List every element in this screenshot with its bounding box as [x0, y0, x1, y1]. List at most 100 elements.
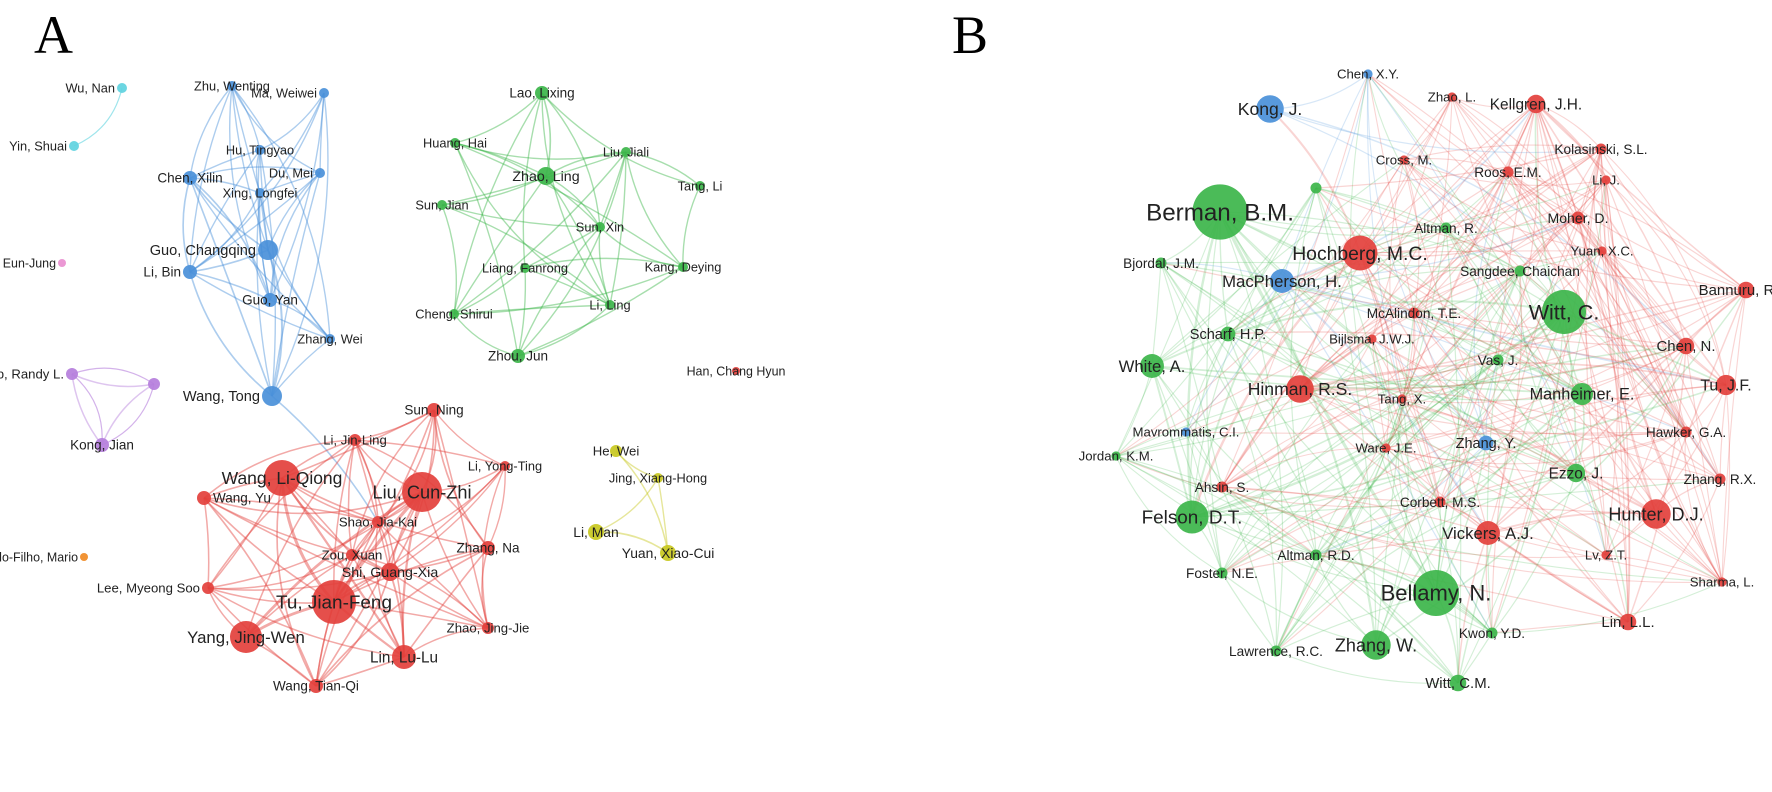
net-b-node-jordan-k-m[interactable]: [1111, 451, 1121, 461]
net-a-node-li-ling[interactable]: [605, 300, 615, 310]
net-a-node-ma-weiwei[interactable]: [319, 88, 329, 98]
net-b-node-manheimer-e[interactable]: [1570, 382, 1594, 406]
net-a-node-zou-xuan[interactable]: [346, 549, 358, 561]
net-a-node-wang-li-qiong[interactable]: [264, 460, 300, 496]
net-b-node-hawker-g-a[interactable]: [1680, 426, 1692, 438]
net-b-node-foster-n-e[interactable]: [1216, 567, 1228, 579]
net-b-node-li-j[interactable]: [1601, 175, 1611, 185]
net-b-node-roos-e-m[interactable]: [1502, 166, 1514, 178]
net-a-node-zhang-wei[interactable]: [325, 334, 335, 344]
net-a-node-jing-xiang-hong[interactable]: [653, 473, 663, 483]
net-a-node-kong-jian[interactable]: [95, 438, 109, 452]
net-a-node-li-bin[interactable]: [183, 265, 197, 279]
net-a-node-li-jin-ling[interactable]: [349, 434, 361, 446]
net-b-node-bellamy-n[interactable]: [1413, 570, 1459, 616]
net-a-node-lin-lu-lu[interactable]: [392, 645, 416, 669]
net-a-node-zhou-jun[interactable]: [511, 349, 525, 363]
net-a-node-du-mei[interactable]: [315, 168, 325, 178]
net-b-node-ahsin-s[interactable]: [1216, 481, 1228, 493]
net-a-node-tang-li[interactable]: [695, 181, 705, 191]
net-a-node-shi-guang-xia[interactable]: [381, 563, 399, 581]
net-a-node-chen-xilin[interactable]: [183, 171, 197, 185]
net-a-node-li-man[interactable]: [588, 524, 604, 540]
net-a-node-shao-jia-kai[interactable]: [372, 516, 384, 528]
net-b-node-witt-c[interactable]: [1541, 289, 1587, 335]
net-b-node-tu-j-f[interactable]: [1715, 374, 1737, 396]
net-b-node-macpherson-h[interactable]: [1270, 269, 1294, 293]
net-b-node-felson-d-t[interactable]: [1175, 500, 1209, 534]
net-b-node-moher-d[interactable]: [1571, 211, 1585, 225]
net-b-node-mavrommatis-c-i[interactable]: [1181, 427, 1191, 437]
net-a-node-guo-changqing[interactable]: [258, 240, 278, 260]
net-a-node-he-wei[interactable]: [610, 445, 622, 457]
net-b-node-bannuru-r-r[interactable]: [1737, 281, 1755, 299]
net-a-node-kang-deying[interactable]: [678, 262, 688, 272]
net-b-node-kolasinski-s-l[interactable]: [1595, 143, 1607, 155]
net-a-node-liu-cun-zhi[interactable]: [402, 472, 442, 512]
net-b-node-chen-x-y[interactable]: [1363, 69, 1373, 79]
net-b-node-zhang-w[interactable]: [1361, 630, 1391, 660]
net-b-node-unlabeled-50[interactable]: [1310, 182, 1322, 194]
net-b-node-sharma-l[interactable]: [1717, 577, 1727, 587]
net-b-node-hunter-d-j[interactable]: [1641, 499, 1671, 529]
net-b-node-yuan-x-c[interactable]: [1597, 246, 1607, 256]
net-b-node-mcalindon-t-e[interactable]: [1408, 307, 1420, 319]
net-b-node-ware-j-e[interactable]: [1381, 443, 1391, 453]
net-a-node-xing-longfei[interactable]: [255, 188, 265, 198]
net-b-node-kellgren-j-h[interactable]: [1526, 94, 1546, 114]
net-b-node-zhao-l[interactable]: [1447, 92, 1457, 102]
net-b-node-vas-j[interactable]: [1492, 354, 1504, 366]
net-a-node-yin-shuai[interactable]: [69, 141, 79, 151]
net-b-node-tang-x[interactable]: [1397, 394, 1407, 404]
net-b-node-lawrence-r-c[interactable]: [1270, 645, 1282, 657]
net-b-node-berman-b-m[interactable]: [1192, 184, 1248, 240]
net-a-node-tu-jian-feng[interactable]: [312, 580, 356, 624]
net-b-node-ezzo-j[interactable]: [1566, 463, 1586, 483]
net-a-node-hu-tingyao[interactable]: [255, 145, 265, 155]
net-b-node-hochberg-m-c[interactable]: [1342, 235, 1378, 271]
net-a-node-cheng-shirui[interactable]: [449, 309, 459, 319]
net-a-node-li-yong-ting[interactable]: [500, 461, 510, 471]
net-b-node-kwon-y-d[interactable]: [1486, 627, 1498, 639]
net-a-node-sun-ning[interactable]: [427, 403, 441, 417]
net-a-node-liu-jiali[interactable]: [621, 147, 631, 157]
net-b-node-hinman-r-s[interactable]: [1286, 375, 1314, 403]
net-b-node-witt-c-m[interactable]: [1449, 674, 1467, 692]
net-b-node-lin-l-l[interactable]: [1619, 613, 1637, 631]
net-a-node-han-chang-hyun[interactable]: [732, 367, 740, 375]
net-b-node-altman-r[interactable]: [1440, 222, 1452, 234]
net-a-node-zhao-ling[interactable]: [537, 167, 555, 185]
net-a-node-kim-eun-jung[interactable]: [58, 259, 66, 267]
net-a-node-wang-tong[interactable]: [262, 386, 282, 406]
net-a-node-sun-jian[interactable]: [437, 200, 447, 210]
net-a-node-liang-fanrong[interactable]: [520, 263, 530, 273]
net-a-node-wu-nan[interactable]: [117, 83, 127, 93]
net-a-node-zhang-na[interactable]: [481, 541, 495, 555]
net-b-node-chen-n[interactable]: [1677, 337, 1695, 355]
net-a-node-zhu-wenting[interactable]: [227, 81, 237, 91]
net-b-node-bjordal-j-m[interactable]: [1155, 257, 1167, 269]
net-b-node-white-a[interactable]: [1140, 354, 1164, 378]
net-b-node-lv-z-t[interactable]: [1601, 550, 1611, 560]
net-b-node-zhang-r-x[interactable]: [1714, 473, 1726, 485]
net-b-node-bijlsma-j-w-j[interactable]: [1367, 334, 1377, 344]
net-a-node-guo-yan[interactable]: [263, 293, 277, 307]
net-a-node-lee-myeong-soo[interactable]: [202, 582, 214, 594]
net-a-node-gollub-randy-l[interactable]: [66, 368, 78, 380]
net-a-node-yang-jing-wen[interactable]: [230, 621, 262, 653]
net-b-node-cross-m[interactable]: [1399, 155, 1409, 165]
net-a-node-lao-lixing[interactable]: [535, 86, 549, 100]
net-b-node-vickers-a-j[interactable]: [1476, 521, 1500, 545]
net-a-node-wang-yu[interactable]: [197, 491, 211, 505]
net-a-node-zhao-jing-jie[interactable]: [482, 622, 494, 634]
net-a-node-unlabeled-15[interactable]: [148, 378, 160, 390]
net-a-node-bernardo-filho-mario[interactable]: [80, 553, 88, 561]
net-b-node-altman-r-d[interactable]: [1310, 549, 1322, 561]
net-b-node-scharf-h-p[interactable]: [1220, 326, 1236, 342]
net-a-node-yuan-xiao-cui[interactable]: [660, 545, 676, 561]
net-a-node-huang-hai[interactable]: [450, 138, 460, 148]
net-b-node-zhang-y[interactable]: [1478, 435, 1494, 451]
net-a-node-sun-xin[interactable]: [595, 222, 605, 232]
net-b-node-corbett-m-s[interactable]: [1434, 496, 1446, 508]
net-b-node-kong-j[interactable]: [1256, 95, 1284, 123]
